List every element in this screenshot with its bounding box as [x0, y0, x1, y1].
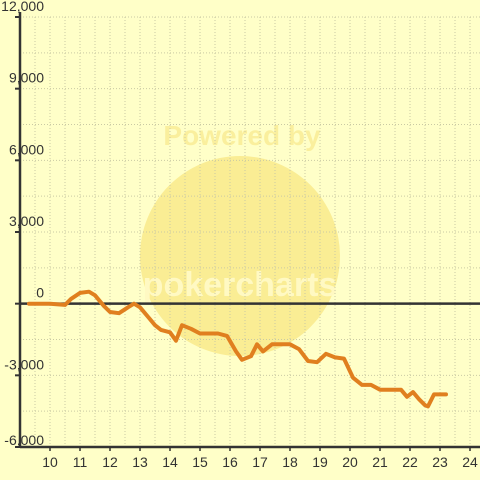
- series-group: [27, 289, 448, 409]
- y-tick-label: 6,000: [9, 141, 44, 157]
- x-tick-label: 18: [282, 454, 298, 470]
- y-tick-label: -6,000: [4, 432, 44, 448]
- watermark-logo-text: pokercharts: [143, 266, 338, 304]
- watermark-top-text: Powered by: [163, 120, 321, 151]
- x-tick-label: 14: [162, 454, 178, 470]
- x-tick-label: 10: [42, 454, 58, 470]
- x-tick-label: 20: [342, 454, 358, 470]
- y-tick-label: 3,000: [9, 213, 44, 229]
- y-tick-label: -3,000: [4, 356, 44, 372]
- x-tick-label: 16: [222, 454, 238, 470]
- x-tick-label: 12: [102, 454, 118, 470]
- x-tick-label: 17: [252, 454, 268, 470]
- y-tick-label: 0: [36, 285, 44, 301]
- y-tick-labels: -6,000 -3,000 0 3,000 6,000 9,000 12,000: [1, 0, 44, 448]
- x-tick-labels: 10 11 12 13 14 15 16 17 18 19 20 21 22 23 24: [42, 447, 478, 470]
- x-tick-label: 11: [73, 454, 88, 470]
- x-tick-label: 19: [312, 454, 328, 470]
- y-tick-label: 12,000: [1, 0, 44, 14]
- x-tick-label: 15: [192, 454, 208, 470]
- series-line: [27, 289, 448, 409]
- x-tick-label: 21: [372, 454, 388, 470]
- y-tick-label: 9,000: [9, 70, 44, 86]
- x-tick-label: 22: [402, 454, 418, 470]
- x-tick-label: 24: [462, 454, 478, 470]
- x-tick-label: 13: [132, 454, 148, 470]
- x-tick-label: 23: [432, 454, 448, 470]
